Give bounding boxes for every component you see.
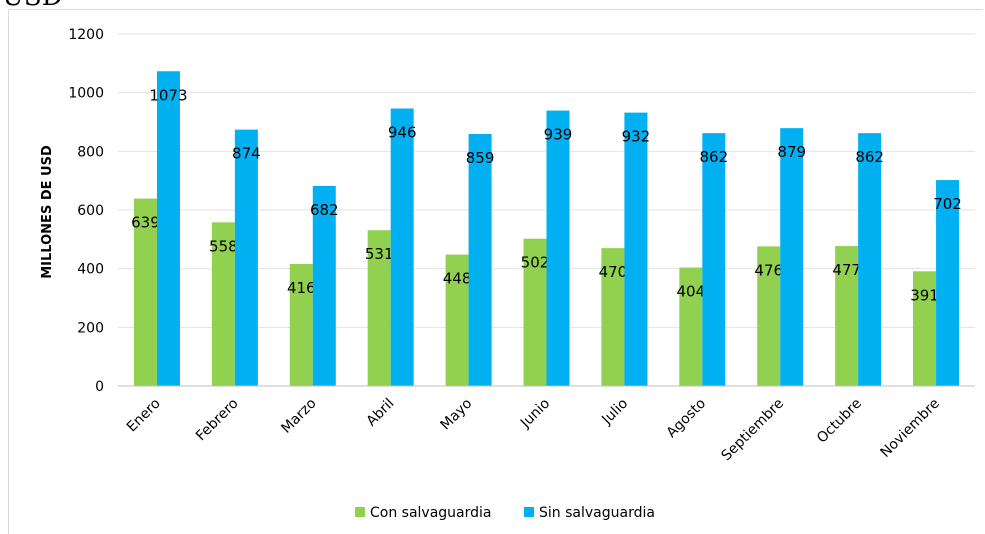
bar (757, 246, 781, 386)
data-label: 404 (676, 282, 705, 300)
data-label: 531 (365, 245, 394, 263)
data-label: 476 (754, 261, 783, 279)
legend-label: Con salvaguardia (370, 505, 492, 521)
bar (312, 185, 336, 386)
y-tick-label: 1000 (68, 86, 104, 102)
data-label: 477 (832, 261, 861, 279)
data-label: 502 (521, 254, 550, 272)
bar (913, 271, 937, 386)
bar (679, 267, 703, 386)
x-tick-label: Abril (364, 396, 398, 430)
x-tick-label: Junio (517, 396, 553, 432)
y-tick-label: 0 (95, 379, 104, 395)
data-label: 702 (933, 195, 962, 213)
x-tick-label: Julio (598, 396, 631, 429)
bar (390, 108, 414, 387)
data-label: 879 (777, 143, 806, 161)
legend-swatch (355, 507, 365, 517)
x-tick-label: Noviembre (878, 396, 943, 461)
bar (702, 133, 726, 386)
x-axis-ticks: Enero Febrero Marzo Abril Mayo Junio Julio Agos… (124, 396, 943, 465)
data-label: 391 (910, 286, 939, 304)
y-tick-label: 600 (77, 203, 104, 219)
bar (133, 198, 157, 386)
bar (601, 248, 625, 386)
data-label: 862 (699, 148, 728, 166)
y-tick-label: 800 (77, 144, 104, 160)
y-tick-label: 200 (77, 320, 104, 336)
bar (156, 71, 180, 387)
data-label: 862 (855, 148, 884, 166)
bar (211, 222, 235, 386)
x-tick-label: Agosto (664, 396, 710, 442)
x-tick-label: Enero (124, 396, 164, 436)
legend-swatch (524, 507, 534, 517)
bar (780, 128, 804, 386)
bar (445, 254, 469, 386)
chart-frame (8, 9, 983, 534)
data-label: 416 (287, 279, 316, 297)
x-tick-label: Octubre (814, 396, 865, 447)
bar (835, 246, 859, 386)
y-tick-label: 1200 (68, 27, 104, 43)
data-label: 859 (466, 149, 495, 167)
header-fragment: USD (2, 0, 63, 10)
bar (523, 238, 547, 386)
data-label: 932 (622, 128, 651, 146)
y-axis-ticks: 0 200 400 600 800 1000 1200 (68, 27, 104, 395)
data-label: 470 (599, 263, 628, 281)
bar (289, 263, 313, 386)
y-axis-label: MILLONES DE USD (40, 145, 55, 279)
bar (468, 134, 492, 386)
data-label: 946 (388, 124, 417, 142)
x-tick-label: Septiembre (718, 396, 787, 465)
x-tick-label: Marzo (278, 396, 319, 437)
data-label: 939 (544, 126, 573, 144)
bar (624, 112, 648, 386)
data-label: 639 (131, 214, 160, 232)
data-label: 558 (209, 237, 238, 255)
bar (546, 110, 570, 386)
data-label: 448 (443, 270, 472, 288)
x-tick-label: Mayo (438, 396, 476, 434)
bar (936, 180, 960, 386)
legend-label: Sin salvaguardia (539, 505, 655, 521)
bar (234, 129, 258, 387)
legend: Con salvaguardia Sin salvaguardia (355, 505, 655, 521)
y-tick-label: 400 (77, 262, 104, 278)
bar (367, 230, 391, 386)
bar (858, 133, 882, 386)
data-label: 874 (232, 145, 261, 163)
x-tick-label: Febrero (193, 396, 242, 445)
bars: 639 1073 558 874 416 682 531 946 448 859 502 939 470… (131, 71, 962, 387)
data-label: 682 (310, 201, 339, 219)
data-label: 1073 (149, 86, 187, 104)
